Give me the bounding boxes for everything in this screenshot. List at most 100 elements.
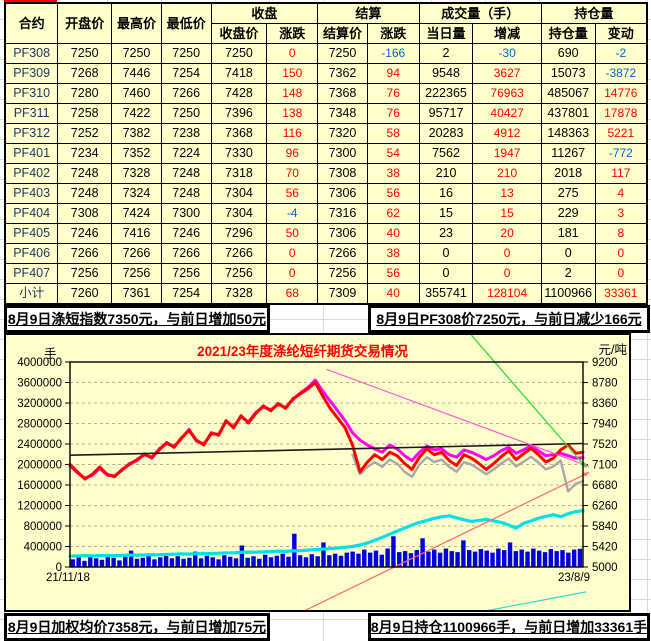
- cell[interactable]: -3872: [594, 63, 648, 84]
- cell[interactable]: 7348: [317, 103, 368, 124]
- cell[interactable]: 0: [594, 263, 648, 284]
- cell[interactable]: 1100966: [540, 283, 596, 305]
- col-header-settle-chg[interactable]: 涨跌: [366, 23, 420, 44]
- cell[interactable]: 0: [594, 243, 648, 264]
- cell[interactable]: 96: [266, 143, 319, 164]
- cell[interactable]: 7266: [160, 83, 212, 104]
- cell[interactable]: PF404: [4, 203, 59, 224]
- group-header-oi[interactable]: 持仓量: [540, 2, 648, 24]
- cell[interactable]: 7361: [111, 283, 162, 305]
- col-header-close-chg[interactable]: 涨跌: [266, 23, 319, 44]
- cell[interactable]: 7250: [111, 43, 162, 64]
- cell[interactable]: 7250: [57, 43, 113, 64]
- col-header-oi-chg[interactable]: 变动: [594, 23, 648, 44]
- cell[interactable]: 9548: [418, 63, 474, 84]
- cell[interactable]: 2: [418, 43, 474, 64]
- cell[interactable]: 11267: [540, 143, 596, 164]
- cell[interactable]: 7246: [160, 223, 212, 244]
- col-header-open[interactable]: 开盘价: [57, 2, 113, 44]
- cell[interactable]: -4: [266, 203, 319, 224]
- cell[interactable]: PF401: [4, 143, 59, 164]
- cell[interactable]: 7250: [160, 43, 212, 64]
- cell[interactable]: PF312: [4, 123, 59, 144]
- cell[interactable]: 128104: [472, 283, 542, 305]
- futures-chart[interactable]: 0 5000 400000 5420 800000 5840 1200000 6260 1600…: [4, 333, 631, 612]
- weighted-avg-banner[interactable]: 8月9日加权均价7358元，与前日增加75元: [4, 613, 270, 641]
- cell[interactable]: 7368: [210, 123, 268, 144]
- cell[interactable]: 7306: [317, 183, 368, 204]
- cell[interactable]: PF406: [4, 243, 59, 264]
- cell[interactable]: -772: [594, 143, 648, 164]
- cell[interactable]: 0: [472, 263, 542, 284]
- cell[interactable]: PF403: [4, 183, 59, 204]
- cell[interactable]: 7234: [57, 143, 113, 164]
- cell[interactable]: 275: [540, 183, 596, 204]
- cell[interactable]: 7248: [57, 183, 113, 204]
- cell[interactable]: 62: [366, 203, 420, 224]
- cell[interactable]: 7250: [160, 103, 212, 124]
- cell[interactable]: 56: [266, 183, 319, 204]
- cell[interactable]: 7250: [317, 43, 368, 64]
- cell[interactable]: 5221: [594, 123, 648, 144]
- cell[interactable]: 70: [266, 163, 319, 184]
- cell[interactable]: 23: [418, 223, 474, 244]
- cell[interactable]: PF402: [4, 163, 59, 184]
- cell[interactable]: 222365: [418, 83, 474, 104]
- cell[interactable]: 7256: [210, 263, 268, 284]
- pf308-price-banner[interactable]: 8月9日PF308价7250元，与前日减少166元: [368, 305, 650, 333]
- cell[interactable]: 7254: [160, 283, 212, 305]
- cell[interactable]: 7318: [210, 163, 268, 184]
- cell[interactable]: 0: [540, 243, 596, 264]
- cell[interactable]: 7260: [57, 283, 113, 305]
- cell[interactable]: 437801: [540, 103, 596, 124]
- cell[interactable]: 15: [472, 203, 542, 224]
- cell[interactable]: 7256: [111, 263, 162, 284]
- cell[interactable]: 138: [266, 103, 319, 124]
- cell[interactable]: 0: [266, 43, 319, 64]
- cell[interactable]: 58: [366, 123, 420, 144]
- cell[interactable]: 40: [366, 223, 420, 244]
- cell[interactable]: 50: [266, 223, 319, 244]
- cell[interactable]: 小计: [4, 283, 59, 305]
- cell[interactable]: 7562: [418, 143, 474, 164]
- col-header-low[interactable]: 最低价: [160, 2, 212, 44]
- cell[interactable]: 40: [366, 283, 420, 305]
- cell[interactable]: 0: [266, 243, 319, 264]
- col-header-settle-price[interactable]: 结算价: [317, 23, 368, 44]
- cell[interactable]: 95717: [418, 103, 474, 124]
- cell[interactable]: 7324: [111, 183, 162, 204]
- group-header-volume[interactable]: 成交量（手）: [418, 2, 542, 24]
- cell[interactable]: -30: [472, 43, 542, 64]
- cell[interactable]: 7258: [57, 103, 113, 124]
- cell[interactable]: 7328: [111, 163, 162, 184]
- cell[interactable]: 7252: [57, 123, 113, 144]
- cell[interactable]: 14776: [594, 83, 648, 104]
- cell[interactable]: 20283: [418, 123, 474, 144]
- cell[interactable]: 7446: [111, 63, 162, 84]
- cell[interactable]: 20: [472, 223, 542, 244]
- cell[interactable]: 38: [366, 243, 420, 264]
- col-header-high[interactable]: 最高价: [111, 2, 162, 44]
- cell[interactable]: 117: [594, 163, 648, 184]
- cell[interactable]: 7422: [111, 103, 162, 124]
- cell[interactable]: 56: [366, 183, 420, 204]
- cell[interactable]: 7382: [111, 123, 162, 144]
- cell[interactable]: 7460: [111, 83, 162, 104]
- col-header-contract[interactable]: 合约: [4, 2, 59, 44]
- cell[interactable]: 33361: [594, 283, 648, 305]
- cell[interactable]: PF405: [4, 223, 59, 244]
- cell[interactable]: 7368: [317, 83, 368, 104]
- cell[interactable]: 7248: [160, 183, 212, 204]
- cell[interactable]: 0: [418, 263, 474, 284]
- cell[interactable]: 7428: [210, 83, 268, 104]
- cell[interactable]: 3627: [472, 63, 542, 84]
- cell[interactable]: 7268: [57, 63, 113, 84]
- cell[interactable]: 7248: [160, 163, 212, 184]
- cell[interactable]: 7304: [210, 183, 268, 204]
- cell[interactable]: 2018: [540, 163, 596, 184]
- cell[interactable]: PF309: [4, 63, 59, 84]
- cell[interactable]: 7416: [111, 223, 162, 244]
- cell[interactable]: 148: [266, 83, 319, 104]
- cell[interactable]: 7300: [317, 143, 368, 164]
- cell[interactable]: 0: [418, 243, 474, 264]
